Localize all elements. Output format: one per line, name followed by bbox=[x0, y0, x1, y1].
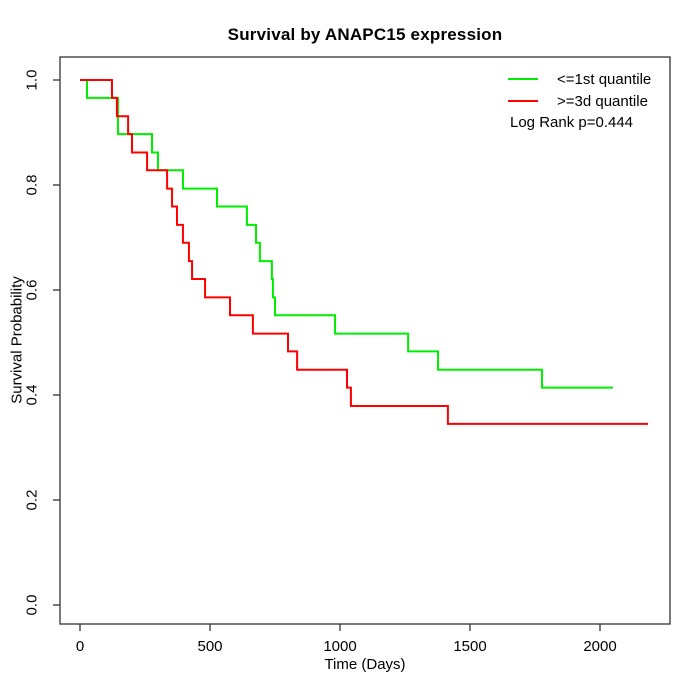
legend-item-third-quantile: >=3d quantile bbox=[508, 90, 651, 112]
legend-label-first-quantile: <=1st quantile bbox=[557, 70, 652, 88]
legend-line-green bbox=[508, 78, 538, 80]
legend-label-third-quantile: >=3d quantile bbox=[557, 92, 648, 110]
x-tick-label: 2000 bbox=[583, 638, 616, 655]
survival-curve-high-expression bbox=[80, 79, 649, 425]
legend-line-red bbox=[508, 100, 538, 102]
legend: <=1st quantile >=3d quantile bbox=[508, 68, 651, 112]
plot-box bbox=[59, 56, 671, 625]
y-tick-label: 0.4 bbox=[23, 385, 40, 406]
x-axis-label: Time (Days) bbox=[324, 656, 406, 673]
x-tick-label: 0 bbox=[76, 638, 84, 655]
y-axis-label: Survival Probability bbox=[8, 276, 26, 404]
chart-title: Survival by ANAPC15 expression bbox=[227, 25, 503, 44]
y-tick-label: 0.8 bbox=[23, 175, 40, 196]
y-tick-label: 1.0 bbox=[23, 70, 40, 91]
y-tick-label: 0.6 bbox=[23, 280, 40, 301]
x-tick-label: 500 bbox=[197, 638, 222, 655]
survival-curve-low-expression bbox=[80, 79, 613, 389]
x-tick-label: 1000 bbox=[323, 638, 356, 655]
logrank-annotation: Log Rank p=0.444 bbox=[510, 114, 634, 131]
y-tick-label: 0.0 bbox=[23, 595, 40, 616]
legend-item-first-quantile: <=1st quantile bbox=[508, 68, 651, 90]
x-tick-label: 1500 bbox=[453, 638, 486, 655]
y-tick-label: 0.2 bbox=[23, 490, 40, 511]
